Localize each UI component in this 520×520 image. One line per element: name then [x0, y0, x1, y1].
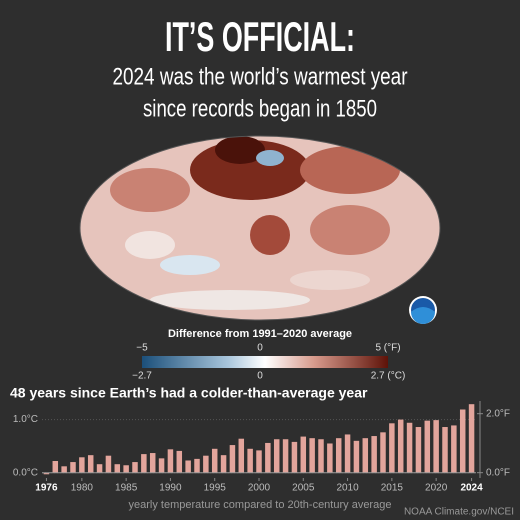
x-axis-label: yearly temperature compared to 20th-cent…: [129, 499, 392, 511]
legend-label: 5 (°F): [375, 343, 400, 354]
bar: [451, 425, 457, 473]
bar: [380, 432, 386, 473]
subtitle: 2024 was the world’s warmest year: [113, 63, 408, 90]
bar: [459, 409, 466, 473]
bar: [194, 458, 200, 473]
bar: [406, 422, 413, 473]
bar: [96, 464, 103, 473]
bar: [105, 455, 112, 473]
legend-label: 0: [257, 371, 263, 382]
bar: [247, 448, 253, 473]
y-tick-label: 1.0°C: [13, 414, 38, 425]
bar: [141, 454, 147, 473]
bar: [149, 453, 156, 473]
map: [80, 136, 440, 320]
bar: [282, 439, 289, 473]
bar: [52, 461, 59, 473]
x-tick-label: 2000: [248, 483, 271, 494]
bar: [114, 464, 121, 473]
map-outline: [79, 135, 441, 321]
bar: [220, 455, 227, 473]
bar: [344, 434, 351, 473]
bar: [468, 404, 475, 473]
x-tick-label: 2005: [292, 483, 315, 494]
bar: [158, 458, 165, 473]
title: IT’S OFFICIAL:: [165, 13, 355, 60]
x-tick-label: 2010: [336, 483, 359, 494]
bar: [167, 449, 174, 473]
bar: [265, 442, 271, 473]
bar: [335, 438, 342, 473]
x-tick-label: 1980: [71, 483, 94, 494]
bar: [185, 460, 191, 473]
bar: [291, 441, 298, 473]
bar: [238, 438, 245, 473]
credit: NOAA Climate.gov/NCEI: [404, 507, 514, 518]
legend-label: −2.7: [132, 371, 152, 382]
bar: [43, 472, 50, 475]
bar: [318, 439, 324, 473]
bar: [211, 448, 218, 473]
x-tick-label: 2015: [381, 483, 404, 494]
bar: [389, 423, 395, 473]
colorbar: [142, 356, 388, 368]
y-tick-label: 0.0°C: [13, 467, 38, 478]
bar: [229, 445, 236, 473]
bar: [123, 465, 129, 473]
bar: [433, 420, 439, 473]
chart-title: 48 years since Earth’s had a colder-than…: [10, 385, 368, 401]
bar: [70, 462, 76, 473]
y2-tick-label: 2.0°F: [486, 408, 510, 419]
bar: [371, 436, 377, 473]
x-tick-label: 2020: [425, 483, 448, 494]
x-tick-label: 2024: [460, 483, 483, 494]
bar: [327, 443, 333, 473]
x-tick-label: 1995: [204, 483, 227, 494]
bar: [353, 440, 360, 473]
bar: [79, 457, 85, 473]
bar: [300, 436, 307, 473]
bar: [256, 450, 262, 473]
bar: [132, 462, 138, 473]
x-tick-label: 1990: [159, 483, 182, 494]
subtitle: since records began in 1850: [143, 95, 377, 122]
legend-label: −5: [136, 343, 148, 354]
bar: [87, 455, 94, 473]
legend-title: Difference from 1991–2020 average: [168, 328, 352, 340]
legend-label: 2.7 (°C): [371, 371, 406, 382]
noaa-logo: [409, 296, 437, 324]
x-tick-label: 1985: [115, 483, 138, 494]
bar: [362, 438, 369, 473]
legend-label: 0: [257, 343, 263, 354]
bar: [397, 419, 404, 473]
bar: [176, 450, 183, 473]
bar: [273, 439, 280, 473]
bar: [203, 455, 209, 473]
x-tick-label: 1976: [35, 483, 58, 494]
bar: [424, 420, 431, 473]
bar: [442, 427, 448, 473]
bar: [309, 438, 315, 473]
y2-tick-label: 0.0°F: [486, 467, 510, 478]
bar: [415, 427, 422, 473]
bar: [61, 466, 67, 473]
